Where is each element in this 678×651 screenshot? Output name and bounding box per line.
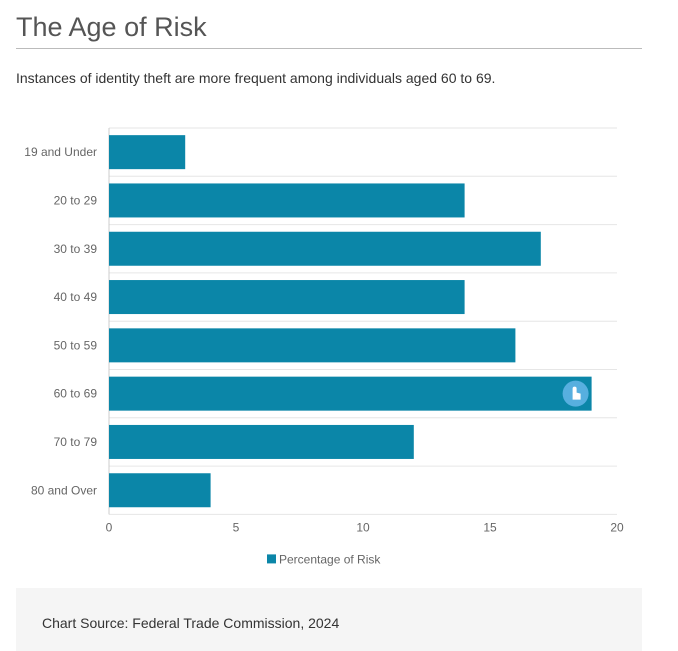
- x-tick-label: 5: [233, 520, 240, 534]
- legend-swatch[interactable]: [267, 554, 276, 564]
- page-title: The Age of Risk: [16, 12, 207, 42]
- page-subtitle: Instances of identity theft are more fre…: [16, 70, 496, 86]
- legend-label[interactable]: Percentage of Risk: [279, 552, 381, 566]
- y-tick-label: 19 and Under: [24, 145, 97, 159]
- bar-chart: 19 and Under 20 to 29 30 to 39 40 to 49 50 t…: [24, 127, 624, 566]
- y-tick-label: 40 to 49: [54, 290, 98, 304]
- x-tick-label: 0: [106, 520, 113, 534]
- y-tick-label: 60 to 69: [54, 387, 98, 401]
- hand-pointer-glyph: [572, 386, 581, 400]
- y-tick-label: 50 to 59: [54, 338, 98, 352]
- bar-30-to-39[interactable]: [109, 231, 541, 266]
- y-tick-label: 80 and Over: [31, 483, 97, 497]
- chart-source-text: Chart Source: Federal Trade Commission, …: [42, 615, 340, 631]
- y-tick-label: 70 to 79: [54, 435, 98, 449]
- x-tick-label: 10: [356, 520, 370, 534]
- x-tick-label: 20: [610, 520, 624, 534]
- x-tick-label: 15: [483, 520, 497, 534]
- title-divider: [16, 48, 642, 49]
- y-tick-label: 30 to 39: [54, 242, 98, 256]
- bar-19-and-under[interactable]: [109, 135, 186, 170]
- chart-source-box: Chart Source: Federal Trade Commission, …: [16, 588, 642, 651]
- bar-40-to-49[interactable]: [109, 280, 465, 315]
- bar-50-to-59[interactable]: [109, 328, 516, 363]
- bar-80-and-over[interactable]: [109, 473, 211, 508]
- bar-60-to-69[interactable]: [109, 376, 592, 411]
- bar-20-to-29[interactable]: [109, 183, 465, 218]
- y-tick-label: 20 to 29: [54, 193, 98, 207]
- bar-70-to-79[interactable]: [109, 424, 414, 459]
